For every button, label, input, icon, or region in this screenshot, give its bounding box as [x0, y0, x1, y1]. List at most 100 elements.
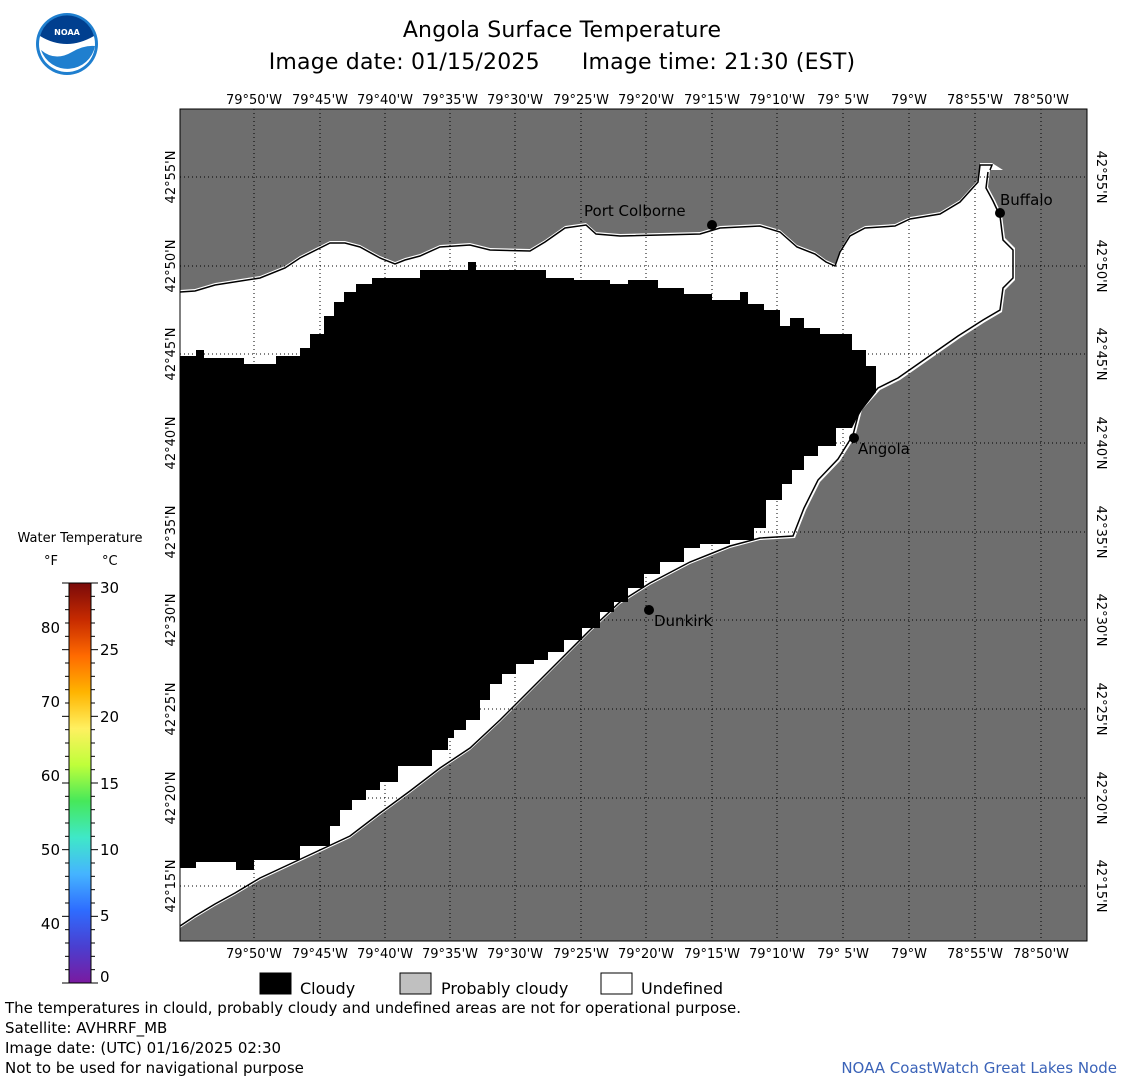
lon-label: 79°10'W: [749, 93, 805, 108]
lon-label: 79°40'W: [357, 947, 413, 962]
city-label: Angola: [858, 440, 910, 458]
lat-label: 42°50'N: [1093, 240, 1108, 293]
legend-title: Water Temperature: [17, 531, 143, 546]
lat-label: 42°40'N: [164, 417, 179, 470]
colorbar-gradient: [68, 582, 92, 984]
c-tick: 20: [100, 708, 120, 726]
c-tick: 25: [100, 641, 120, 659]
c-tick: 30: [100, 579, 120, 597]
map-area: [179, 108, 1088, 942]
image-date-time: Image date: 01/15/2025 Image time: 21:30 …: [180, 50, 944, 75]
key-cloudy-label: Cloudy: [300, 979, 356, 998]
cloudy-region: [180, 262, 876, 870]
lon-label: 78°55'W: [947, 93, 1003, 108]
lon-labels-top: 79°50'W 79°45'W 79°40'W 79°35'W 79°30'W …: [226, 93, 1069, 108]
c-tick: 15: [100, 775, 120, 793]
north-shoreline: [179, 164, 994, 293]
lon-label: 79°15'W: [684, 93, 740, 108]
city-label: Port Colborne: [584, 202, 686, 220]
lat-label: 42°15'N: [1093, 860, 1108, 913]
city-marker-icon: [995, 208, 1005, 218]
lat-label: 42°30'N: [164, 594, 179, 647]
lat-label: 42°20'N: [1093, 772, 1108, 825]
lon-label: 79°45'W: [292, 947, 348, 962]
lat-label: 42°30'N: [1093, 594, 1108, 647]
key-undefined-swatch: [600, 972, 633, 995]
lat-label: 42°35'N: [164, 506, 179, 559]
city-marker-icon: [849, 433, 859, 443]
lat-label: 42°15'N: [164, 860, 179, 913]
lat-label: 42°45'N: [1093, 328, 1108, 381]
lat-label: 42°25'N: [1093, 683, 1108, 736]
temperature-colorbar: [62, 582, 98, 984]
key-probably-cloudy-label: Probably cloudy: [441, 979, 569, 998]
f-tick: 80: [40, 619, 60, 637]
f-tick: 40: [40, 915, 60, 933]
lon-label: 79°35'W: [422, 93, 478, 108]
navigation-note: Not to be used for navigational purpose: [5, 1059, 304, 1077]
lon-label: 79°20'W: [618, 93, 674, 108]
lon-label: 78°50'W: [1013, 947, 1069, 962]
disclaimer-note: The temperatures in clould, probably clo…: [5, 999, 742, 1017]
city-port-colborne: Port Colborne: [584, 202, 717, 230]
noaa-logo-icon: NOAA: [36, 13, 98, 75]
lon-label: 79°15'W: [684, 947, 740, 962]
key-probably-cloudy-swatch: [399, 972, 432, 995]
land-north: [180, 109, 1087, 290]
key-cloudy-swatch: [259, 972, 292, 995]
lon-labels-bottom: 79°50'W 79°45'W 79°40'W 79°35'W 79°30'W …: [226, 947, 1069, 962]
cloud-key: [259, 972, 633, 995]
lon-label: 79°45'W: [292, 93, 348, 108]
f-tick: 60: [40, 767, 60, 785]
map-title: Angola Surface Temperature: [402, 18, 722, 43]
map-frame: [179, 108, 1088, 942]
lon-label: 79°30'W: [487, 93, 543, 108]
lon-label: 79° 5'W: [817, 93, 869, 108]
lat-label: 42°55'N: [164, 151, 179, 204]
c-tick: 5: [100, 907, 110, 925]
lat-label: 42°40'N: [1093, 417, 1108, 470]
logo-text: NOAA: [54, 28, 80, 37]
unit-celsius: °C: [102, 554, 118, 569]
city-label: Buffalo: [1000, 191, 1053, 209]
credit-link[interactable]: NOAA CoastWatch Great Lakes Node: [841, 1059, 1117, 1077]
lon-label: 79°50'W: [226, 947, 282, 962]
lon-label: 79°50'W: [226, 93, 282, 108]
image-time-label: Image time: 21:30 (EST): [581, 50, 856, 75]
lon-label: 79°W: [891, 947, 927, 962]
lon-label: 79°25'W: [553, 93, 609, 108]
lon-label: 79°30'W: [487, 947, 543, 962]
lon-label: 78°50'W: [1013, 93, 1069, 108]
image-date-label: Image date: 01/15/2025: [268, 50, 540, 75]
city-label: Dunkirk: [654, 612, 713, 630]
utc-date-note: Image date: (UTC) 01/16/2025 02:30: [5, 1039, 282, 1057]
map-grid: [180, 109, 1087, 941]
c-tick: 10: [100, 841, 120, 859]
city-buffalo: Buffalo: [995, 191, 1053, 218]
f-tick: 70: [40, 693, 60, 711]
lon-label: 79°35'W: [422, 947, 478, 962]
lon-label: 79°25'W: [553, 947, 609, 962]
lon-label: 79°10'W: [749, 947, 805, 962]
lat-label: 42°35'N: [1093, 506, 1108, 559]
lat-labels-right: 42°55'N 42°50'N 42°45'N 42°40'N 42°35'N …: [1093, 151, 1108, 913]
lon-label: 79° 5'W: [817, 947, 869, 962]
satellite-note: Satellite: AVHRRF_MB: [5, 1019, 168, 1037]
lon-label: 79°20'W: [618, 947, 674, 962]
city-marker-icon: [707, 220, 717, 230]
lon-label: 78°55'W: [947, 947, 1003, 962]
f-tick: 50: [40, 841, 60, 859]
key-undefined-label: Undefined: [641, 979, 724, 998]
lon-label: 79°W: [891, 93, 927, 108]
city-angola: Angola: [849, 433, 910, 458]
city-marker-icon: [644, 605, 654, 615]
unit-fahrenheit: °F: [44, 554, 58, 569]
city-dunkirk: Dunkirk: [644, 605, 713, 630]
lat-label: 42°45'N: [164, 328, 179, 381]
lat-label: 42°25'N: [164, 683, 179, 736]
c-tick: 0: [100, 968, 110, 986]
lat-label: 42°50'N: [164, 240, 179, 293]
lat-labels-left: 42°55'N 42°50'N 42°45'N 42°40'N 42°35'N …: [164, 151, 179, 913]
lon-label: 79°40'W: [357, 93, 413, 108]
